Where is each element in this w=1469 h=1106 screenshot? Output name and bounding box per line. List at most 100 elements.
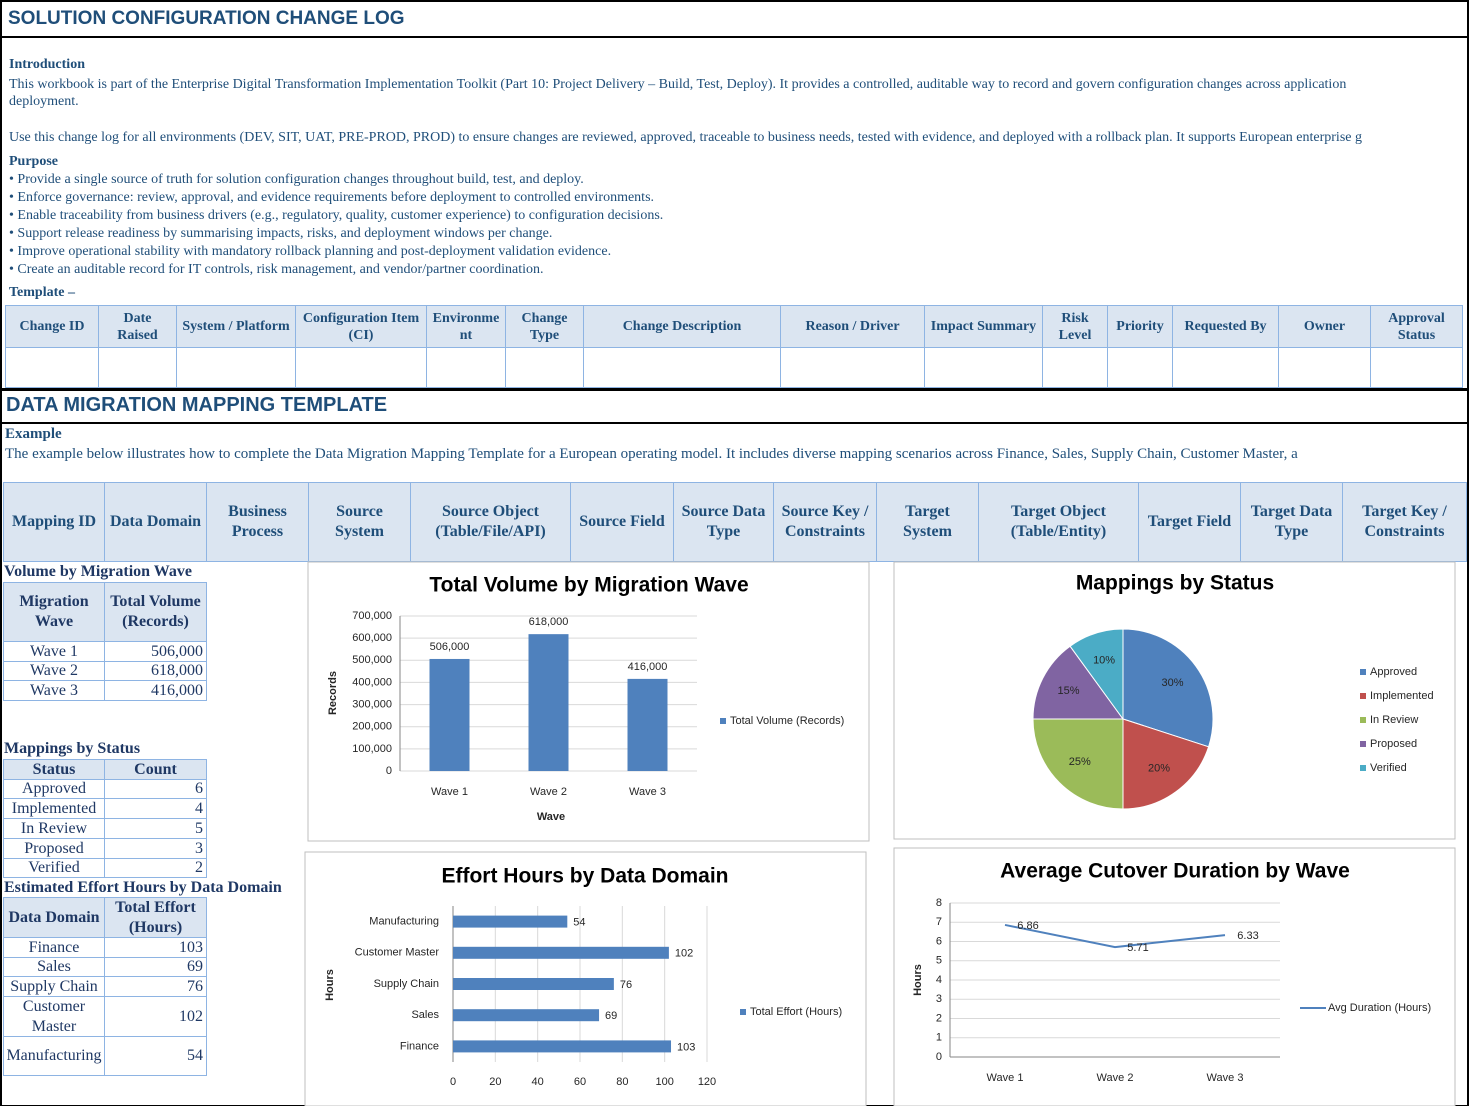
line-series (1004, 923, 1226, 949)
column-header: Target Data Type (1240, 482, 1343, 562)
divider (0, 36, 1469, 38)
purpose-item: • Create an auditable record for IT cont… (9, 262, 544, 277)
category-label: Wave 3 (1207, 1072, 1244, 1084)
y-tick-label: 200,000 (352, 721, 392, 733)
table-cell: 416,000 (104, 680, 207, 701)
section-title: SOLUTION CONFIGURATION CHANGE LOG (8, 8, 405, 29)
purpose-item: • Improve operational stability with man… (9, 244, 612, 259)
category-label: Sales (411, 1009, 439, 1021)
heading: Introduction (9, 57, 85, 72)
legend-swatch (1360, 669, 1366, 675)
value-label: 618,000 (529, 616, 569, 628)
y-tick-label: 600,000 (352, 632, 392, 644)
column-header: Target System (876, 482, 979, 562)
bar (453, 978, 614, 990)
column-header: Priority (1107, 305, 1173, 348)
column-header: Target Key / Constraints (1342, 482, 1467, 562)
value-label: 30% (1161, 677, 1183, 689)
pie-slice (1069, 628, 1124, 721)
legend-swatch (1360, 717, 1366, 723)
column-header: Target Object (Table/Entity) (978, 482, 1139, 562)
purpose-item: • Provide a single source of truth for s… (9, 172, 584, 187)
column-header: Configuration Item (CI) (295, 305, 427, 348)
column-header: Change Description (583, 305, 781, 348)
y-tick-label: 0 (936, 1051, 942, 1063)
chart-title: Total Volume by Migration Wave (429, 574, 748, 597)
heading: Example (5, 426, 62, 442)
legend-swatch (1360, 765, 1366, 771)
legend-swatch (1360, 741, 1366, 747)
category-label: Customer Master (355, 947, 440, 959)
y-tick-label: 3 (936, 993, 942, 1005)
value-label: 416,000 (628, 661, 668, 673)
pie-slice (1032, 645, 1124, 720)
category-label: Wave 2 (530, 786, 567, 798)
heading: Template – (9, 285, 75, 300)
table-header: Status (3, 759, 105, 780)
y-axis-label: Records (327, 671, 339, 715)
column-header: Source Object (Table/File/API) (410, 482, 571, 562)
category-label: Wave 3 (629, 786, 666, 798)
x-tick-label: 100 (655, 1076, 673, 1088)
value-label: 506,000 (430, 641, 470, 653)
heading: Purpose (9, 154, 58, 169)
value-label: 15% (1057, 685, 1079, 697)
intro-text: deployment. (9, 94, 79, 109)
chart-title: Effort Hours by Data Domain (441, 865, 728, 888)
intro-text: Use this change log for all environments… (9, 130, 1362, 145)
y-tick-label: 500,000 (352, 654, 392, 666)
bar (453, 1009, 600, 1022)
value-label: 54 (573, 917, 585, 929)
x-tick-label: 40 (532, 1076, 544, 1088)
legend-label: Approved (1370, 666, 1417, 678)
y-tick-label: 1 (936, 1032, 942, 1044)
category-label: Wave 1 (431, 786, 468, 798)
column-header: Requested By (1172, 305, 1279, 348)
bar (627, 678, 668, 771)
category-label: Wave 1 (987, 1072, 1024, 1084)
chart-area (893, 847, 1456, 1106)
table-cell: 54 (104, 1036, 207, 1076)
y-axis-label: Hours (324, 969, 336, 1001)
bar (453, 946, 669, 959)
x-axis-label: Wave (537, 811, 565, 823)
table-header: Count (104, 759, 207, 780)
legend-label: In Review (1370, 714, 1418, 726)
bar (528, 634, 569, 771)
purpose-item: • Enable traceability from business driv… (9, 208, 664, 223)
table-title: Mappings by Status (4, 740, 141, 757)
y-tick-label: 2 (936, 1012, 942, 1024)
column-header: Owner (1278, 305, 1371, 348)
category-label: Manufacturing (369, 916, 439, 928)
legend-label: Total Volume (Records) (730, 715, 844, 727)
y-tick-label: 6 (936, 935, 942, 947)
column-header: Reason / Driver (780, 305, 925, 348)
column-header: Environment (426, 305, 506, 348)
y-tick-label: 7 (936, 916, 942, 928)
legend-swatch (740, 1009, 746, 1015)
pie-slice (1122, 628, 1214, 748)
category-label: Finance (400, 1040, 439, 1052)
x-tick-label: 60 (574, 1076, 586, 1088)
x-tick-label: 80 (616, 1076, 628, 1088)
table-cell: 2 (104, 858, 207, 878)
purpose-item: • Enforce governance: review, approval, … (9, 190, 655, 205)
value-label: 6.33 (1237, 930, 1258, 942)
legend-label: Total Effort (Hours) (750, 1006, 842, 1018)
bar (429, 658, 470, 771)
table-header: Total Volume (Records) (104, 582, 207, 642)
value-label: 76 (620, 979, 632, 991)
x-tick-label: 0 (450, 1076, 456, 1088)
legend-label: Implemented (1370, 690, 1434, 702)
y-tick-label: 100,000 (352, 743, 392, 755)
column-header: Mapping ID (3, 482, 105, 562)
y-tick-label: 300,000 (352, 698, 392, 710)
value-label: 10% (1093, 655, 1115, 667)
chart-title: Average Cutover Duration by Wave (1000, 860, 1350, 883)
legend-swatch (1360, 693, 1366, 699)
table-title: Estimated Effort Hours by Data Domain (4, 879, 282, 896)
value-label: 69 (605, 1010, 617, 1022)
legend-swatch (720, 718, 726, 724)
